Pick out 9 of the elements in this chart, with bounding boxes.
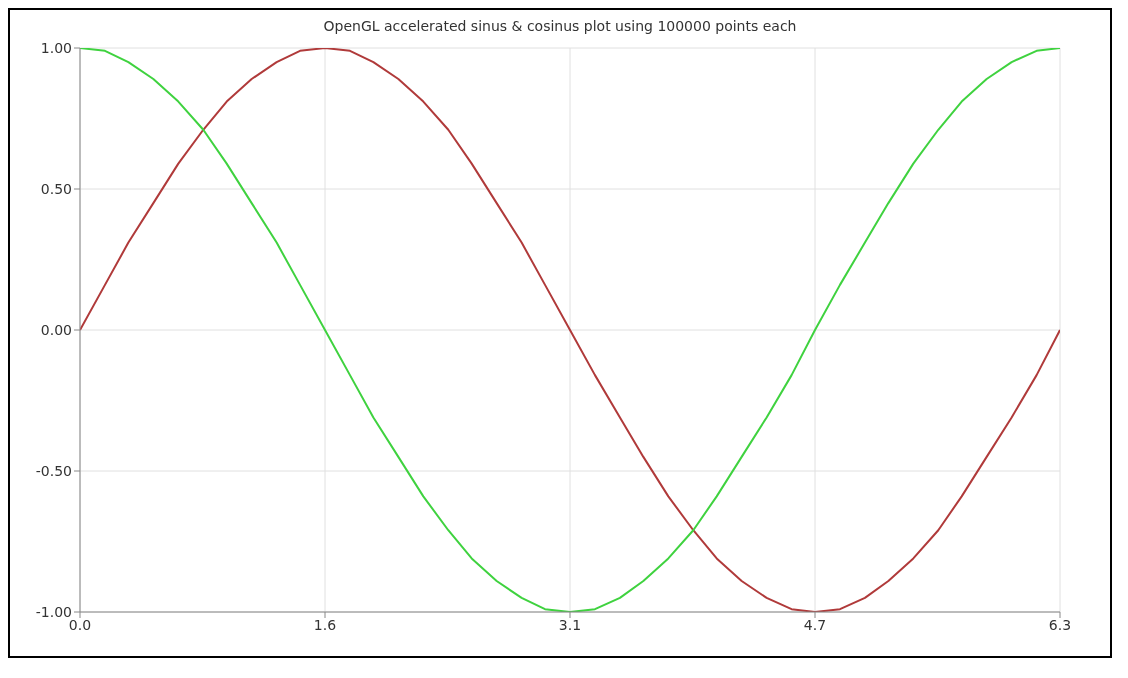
chart-title: OpenGL accelerated sinus & cosinus plot using 100000 points each — [323, 18, 797, 34]
x-tick-label: 3.1 — [558, 616, 582, 633]
x-tick-label: 4.7 — [803, 616, 827, 633]
x-tick-label: 6.3 — [1048, 616, 1072, 633]
y-tick-label: 0.50 — [40, 180, 72, 197]
y-tick-label: 0.00 — [40, 321, 72, 338]
y-tick-label: -0.50 — [35, 462, 72, 479]
x-tick-label: 1.6 — [313, 616, 337, 633]
y-tick-label: 1.00 — [40, 39, 72, 56]
